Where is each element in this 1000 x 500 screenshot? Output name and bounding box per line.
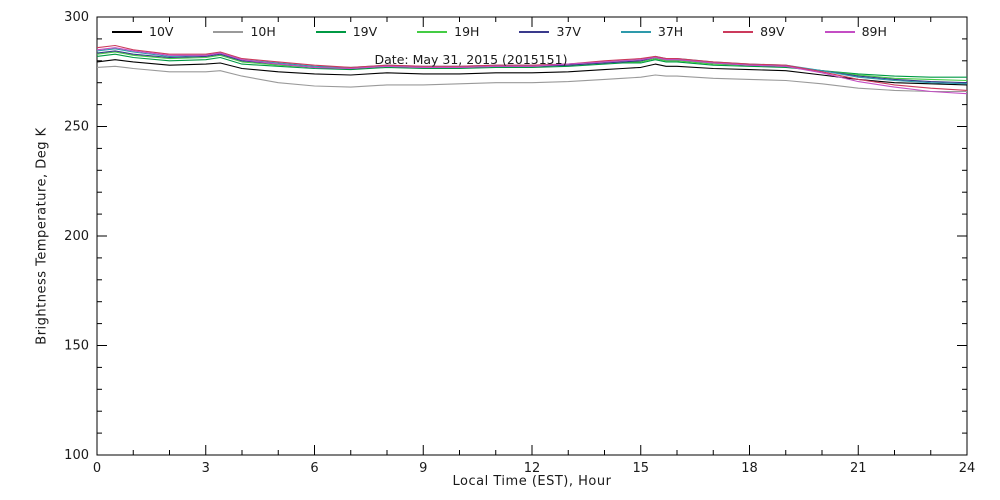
legend-swatch-10V (112, 30, 142, 33)
legend-item-10H: 10H (213, 24, 276, 39)
y-tick-label: 200 (64, 229, 89, 244)
x-axis-ticks (96, 17, 968, 455)
y-tick-label: 300 (64, 10, 89, 25)
legend-swatch-19V (315, 30, 346, 33)
x-tick-label: 18 (741, 461, 758, 476)
series-line-19V (96, 53, 967, 78)
legend-label-89V: 89V (760, 24, 785, 39)
x-tick-label: 21 (850, 461, 867, 476)
legend-swatch-19H (417, 30, 448, 33)
y-tick-label: 250 (64, 120, 89, 135)
y-tick-label: 150 (64, 339, 89, 354)
legend-item-37V: 37V (519, 24, 581, 39)
x-tick-label: 12 (524, 461, 541, 476)
x-tick-label: 15 (632, 461, 649, 476)
legend-swatch-89H (824, 30, 855, 33)
y-tick-label: 100 (64, 448, 89, 463)
x-tick-label: 9 (419, 461, 427, 476)
series-line-10H (96, 65, 967, 93)
legend-label-10V: 10V (149, 24, 174, 39)
legend-item-89H: 89H (824, 24, 887, 39)
series-line-10V (96, 59, 968, 86)
x-tick-label: 0 (93, 461, 101, 476)
y-axis-ticks (97, 16, 967, 456)
series-line-89H (96, 47, 968, 95)
legend-swatch-37V (519, 30, 550, 33)
legend: 10V 10H 19V 19H 37V 37H 89V 89H (112, 24, 887, 39)
legend-label-10H: 10H (250, 24, 276, 39)
legend-label-19H: 19H (454, 24, 480, 39)
legend-item-10V: 10V (112, 24, 173, 39)
x-axis-title: Local Time (EST), Hour (452, 474, 612, 489)
y-tick-labels: 100 150 200 250 300 (64, 10, 89, 463)
legend-label-89H: 89H (861, 24, 887, 39)
legend-swatch-10H (213, 30, 244, 33)
legend-item-37H: 37H (620, 24, 684, 39)
legend-label-37H: 37H (657, 24, 684, 39)
legend-label-19V: 19V (352, 24, 378, 39)
x-tick-label: 6 (310, 461, 318, 476)
legend-swatch-89V (723, 30, 754, 33)
date-annotation: Date: May 31, 2015 (2015151) (374, 52, 568, 67)
x-tick-label: 3 (202, 461, 210, 476)
x-tick-label: 24 (959, 461, 976, 476)
legend-item-89V: 89V (723, 24, 785, 39)
legend-label-37V: 37V (556, 24, 581, 39)
legend-item-19V: 19V (315, 24, 378, 39)
y-axis-title: Brightness Temperature, Deg K (34, 127, 50, 345)
x-tick-labels: 0 3 6 9 12 15 18 21 24 (93, 461, 975, 476)
legend-swatch-37H (620, 30, 651, 33)
legend-item-19H: 19H (417, 24, 479, 39)
